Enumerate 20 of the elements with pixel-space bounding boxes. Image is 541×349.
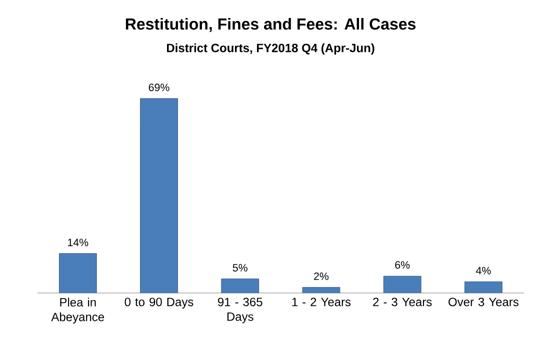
bar: [140, 98, 178, 293]
x-tick-label: Plea in Abeyance: [51, 298, 104, 324]
bar: [58, 253, 97, 293]
x-tick-label: Over 3 Years: [448, 298, 518, 306]
bar: [221, 278, 260, 293]
chart-subtitle: District Courts, FY2018 Q4 (Apr-Jun): [166, 43, 374, 55]
bar: [383, 276, 422, 293]
data-label: 6%: [395, 261, 410, 269]
bar: [302, 287, 340, 293]
data-label: 14%: [68, 238, 88, 246]
data-label: 2%: [314, 272, 329, 280]
x-tick-label: 2 - 3 Years: [373, 298, 432, 306]
data-label: 5%: [232, 264, 248, 272]
data-label: 69%: [148, 84, 170, 92]
data-label: 4%: [476, 266, 491, 274]
bar: [464, 281, 502, 293]
chart-title: Restitution, Fines and Fees: All Cases: [126, 18, 416, 32]
x-tick-label: 1 - 2 Years: [292, 298, 351, 306]
x-tick-label: 91 - 365 Days: [218, 298, 262, 324]
x-tick-label: 0 to 90 Days: [124, 298, 194, 309]
